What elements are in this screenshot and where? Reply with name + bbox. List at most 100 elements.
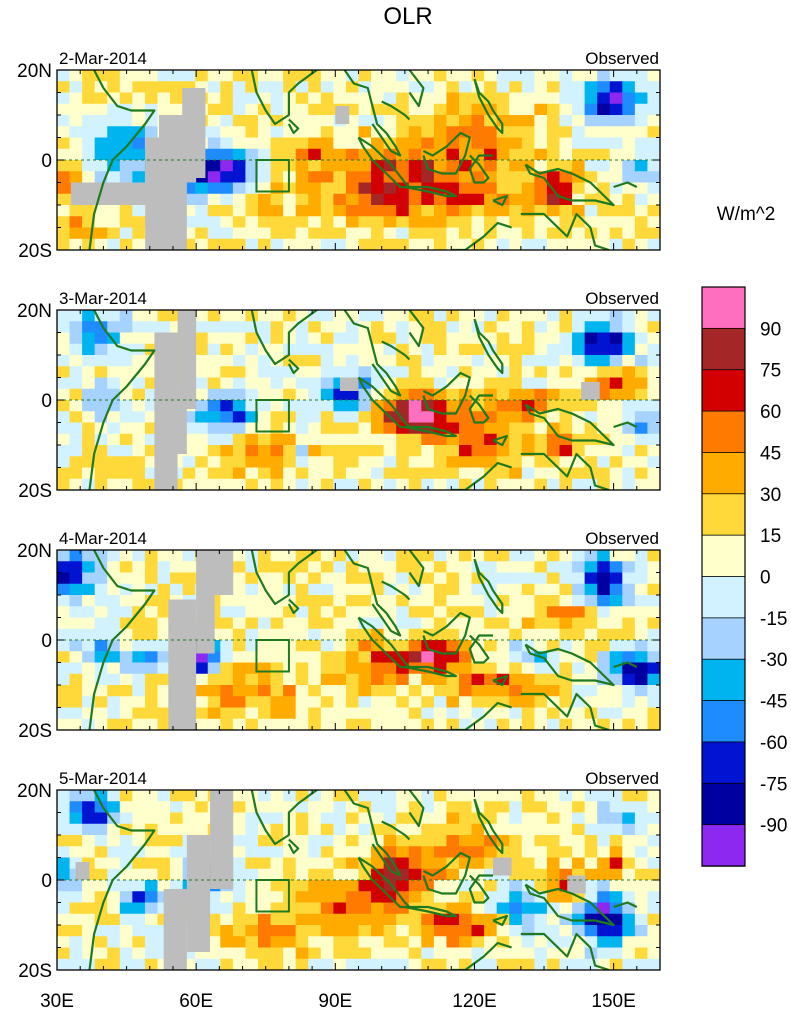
olr-cell: [232, 160, 247, 172]
olr-cell: [232, 696, 247, 709]
olr-cell: [245, 628, 259, 641]
olr-cell: [107, 913, 121, 926]
olr-cell: [546, 891, 561, 904]
olr-cell: [371, 310, 385, 322]
olr-cell: [94, 433, 108, 446]
olr-cell: [534, 880, 548, 892]
olr-cell: [597, 310, 611, 322]
olr-cell: [57, 685, 71, 697]
olr-cell: [509, 216, 523, 229]
olr-cell: [597, 238, 611, 250]
olr-cell: [509, 718, 523, 730]
olr-cell: [446, 925, 460, 937]
olr-cell: [396, 126, 410, 139]
olr-cell: [597, 227, 611, 240]
olr-cell: [622, 662, 636, 675]
olr-cell: [471, 891, 485, 904]
olr-cell: [622, 958, 636, 970]
olr-cell: [572, 550, 586, 562]
olr-cell: [220, 902, 234, 915]
olr-cell: [345, 433, 360, 446]
olr-cell: [521, 103, 535, 116]
olr-cell: [107, 332, 121, 345]
olr-cell: [609, 70, 623, 82]
olr-cell: [421, 617, 435, 630]
olr-cell: [107, 857, 121, 870]
olr-cell: [647, 81, 660, 94]
olr-cell: [421, 456, 435, 469]
olr-cell: [433, 467, 448, 480]
olr-cell: [647, 925, 660, 937]
olr-cell: [333, 583, 347, 596]
olr-cell: [144, 628, 159, 641]
olr-cell: [245, 377, 259, 390]
olr-cell: [82, 606, 96, 619]
olr-cell: [609, 103, 623, 116]
olr-cell: [270, 673, 284, 686]
olr-cell: [371, 422, 385, 435]
olr-cell: [383, 160, 397, 172]
colorbar-label: -30: [760, 650, 787, 671]
olr-cell: [484, 321, 498, 334]
olr-cell: [107, 958, 121, 970]
olr-cell: [320, 456, 334, 469]
olr-cell: [371, 572, 385, 585]
olr-cell: [107, 171, 121, 184]
olr-cell: [396, 606, 410, 619]
olr-cell: [333, 411, 347, 424]
panel-label: Observed: [585, 49, 659, 68]
olr-cell: [320, 137, 334, 150]
olr-cell: [258, 595, 272, 607]
olr-cell: [107, 343, 121, 356]
olr-cell: [597, 718, 611, 730]
olr-cell: [119, 868, 133, 881]
olr-cell: [396, 902, 410, 915]
olr-cell: [94, 400, 108, 412]
olr-cell: [484, 707, 498, 720]
olr-field: [57, 70, 660, 250]
olr-cell: [546, 835, 561, 847]
olr-cell: [333, 81, 347, 94]
olr-cell: [258, 310, 272, 322]
olr-cell: [459, 550, 473, 562]
coastline: [343, 790, 402, 877]
olr-cell: [396, 651, 410, 664]
olr-cell: [107, 685, 121, 697]
olr-cell: [459, 92, 473, 105]
olr-cell: [94, 103, 108, 116]
colorbar-swatch: [701, 658, 746, 702]
olr-cell: [119, 388, 133, 401]
olr-cell: [433, 685, 448, 697]
olr-cell: [57, 707, 71, 720]
olr-cell: [295, 617, 309, 630]
olr-cell: [459, 583, 473, 596]
olr-cell: [220, 662, 234, 675]
olr-cell: [320, 205, 334, 217]
olr-cell: [295, 902, 309, 915]
olr-cell: [333, 936, 347, 949]
olr-cell: [270, 662, 284, 675]
olr-cell: [484, 355, 498, 367]
olr-cell: [446, 880, 460, 892]
olr-cell: [396, 707, 410, 720]
olr-cell: [371, 137, 385, 150]
olr-cell: [421, 148, 435, 161]
olr-cell: [57, 422, 71, 435]
olr-cell: [534, 160, 548, 172]
olr-cell: [270, 377, 284, 390]
olr-cell: [572, 595, 586, 607]
olr-cell: [572, 823, 586, 836]
olr-cell: [597, 81, 611, 94]
olr-cell: [484, 790, 498, 802]
olr-cell: [82, 673, 96, 686]
olr-cell: [546, 467, 561, 480]
olr-cell: [534, 617, 548, 630]
olr-cell: [584, 366, 598, 379]
olr-cell: [597, 400, 611, 412]
olr-cell: [57, 115, 71, 127]
olr-cell: [521, 936, 535, 949]
olr-cell: [471, 936, 485, 949]
olr-cell: [534, 685, 548, 697]
coastline: [613, 901, 638, 909]
olr-cell: [597, 216, 611, 229]
